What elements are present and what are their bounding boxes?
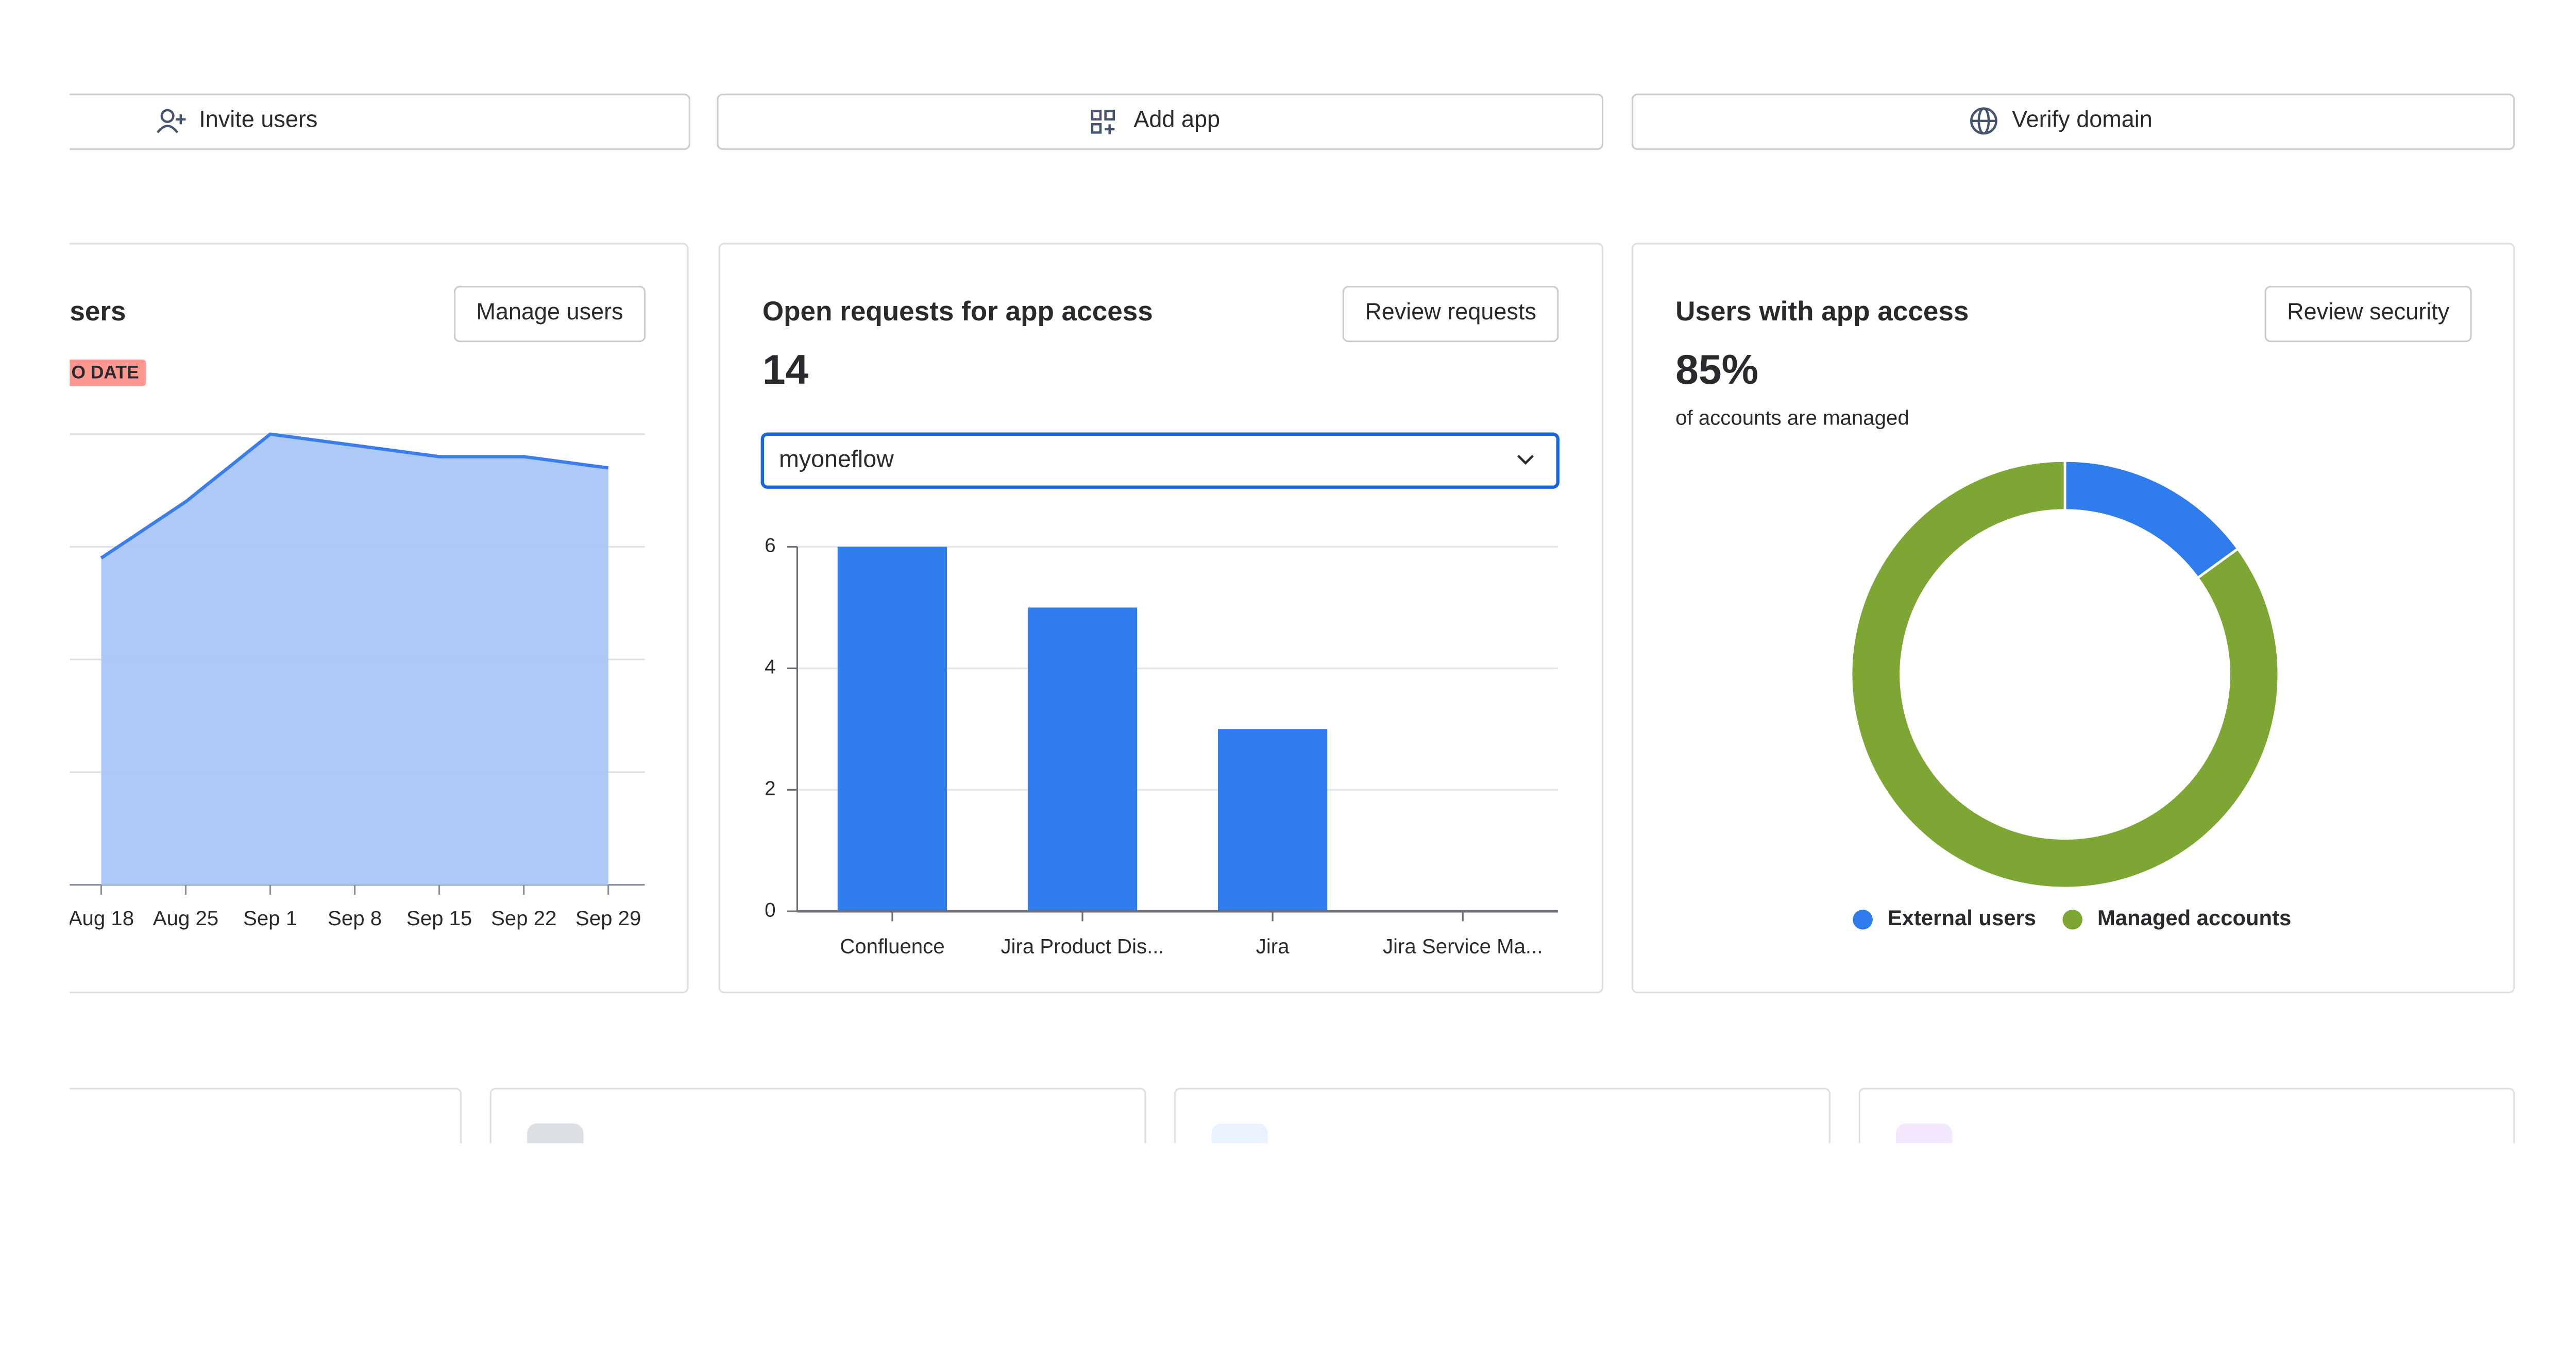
charts: sers Manage users O DATE Aug 18 Aug 25 Sep 1 S… xyxy=(69,285,2472,958)
y-tick-label: 4 xyxy=(765,656,775,678)
chevron xyxy=(1517,454,1534,465)
x-tick-label: Sep 22 xyxy=(491,907,556,930)
card-title: Open requests for app access xyxy=(762,296,1153,327)
button-label: Invite users xyxy=(199,106,317,132)
x-tick-label: Aug 18 xyxy=(69,907,134,930)
x-tick-label: Sep 8 xyxy=(328,907,382,930)
action-button[interactable] xyxy=(2264,285,2472,343)
bar xyxy=(1027,607,1138,912)
card-icon xyxy=(1211,1123,1268,1144)
link-card[interactable] xyxy=(1174,1087,1831,1188)
legend-label: Managed accounts xyxy=(2097,906,2291,930)
status-badge xyxy=(70,359,146,386)
x-tick-label: Aug 25 xyxy=(153,907,218,930)
x-tick-label: Sep 29 xyxy=(575,907,641,930)
content: Invite users Add app Verify domain xyxy=(33,93,2515,1188)
page-bottom xyxy=(0,1143,2576,1362)
y-tick-label: 0 xyxy=(765,899,775,921)
area-fill xyxy=(101,434,608,885)
card xyxy=(1631,243,2515,994)
button-label: Add app xyxy=(1133,106,1220,132)
bar xyxy=(1217,729,1328,912)
invite-icon xyxy=(156,109,186,133)
card-title: sers xyxy=(70,296,126,327)
legend-label: External users xyxy=(1888,906,2036,930)
dropdown[interactable] xyxy=(760,432,1560,489)
add-app-button[interactable] xyxy=(717,93,1604,150)
link-card[interactable] xyxy=(489,1087,1146,1188)
globe-icon xyxy=(1970,107,1997,135)
link-card[interactable] xyxy=(33,1087,462,1188)
invite-button[interactable] xyxy=(33,93,690,150)
action-label: Manage users xyxy=(476,298,623,325)
action-button[interactable] xyxy=(1342,285,1559,343)
card-icon xyxy=(527,1123,584,1144)
area-line xyxy=(100,432,609,560)
card-title: Users with app access xyxy=(1675,296,1969,327)
y-tick-label: 2 xyxy=(765,777,775,799)
x-tick-label: Sep 1 xyxy=(243,907,297,930)
donut-slice xyxy=(1850,459,2280,890)
x-tick-label: Confluence xyxy=(840,934,944,958)
legend-dot xyxy=(2062,909,2083,930)
app-icon xyxy=(1091,110,1115,134)
action-label: Review requests xyxy=(1365,298,1536,325)
x-tick-label: Sep 15 xyxy=(406,907,472,930)
action-button[interactable] xyxy=(453,285,646,343)
headline: 85% xyxy=(1675,347,1758,393)
x-tick-label: Jira Service Ma... xyxy=(1383,934,1543,958)
x-tick-label: Jira xyxy=(1256,934,1290,958)
card-icon xyxy=(1895,1123,1953,1144)
subtitle: of accounts are managed xyxy=(1675,406,1909,429)
dropdown-value: myoneflow xyxy=(779,446,894,472)
y-tick-label: 6 xyxy=(765,535,775,557)
button-label: Verify domain xyxy=(2012,106,2153,132)
legend-dot xyxy=(1853,909,1873,930)
x-tick-label: Jira Product Dis... xyxy=(1001,934,1164,958)
bar xyxy=(837,547,947,912)
headline: 14 xyxy=(762,347,809,393)
action-label: Review security xyxy=(2287,298,2450,325)
link-card[interactable] xyxy=(1858,1087,2515,1188)
status-badge-label: O DATE xyxy=(72,363,139,383)
verify-domain-button[interactable] xyxy=(1631,93,2515,150)
